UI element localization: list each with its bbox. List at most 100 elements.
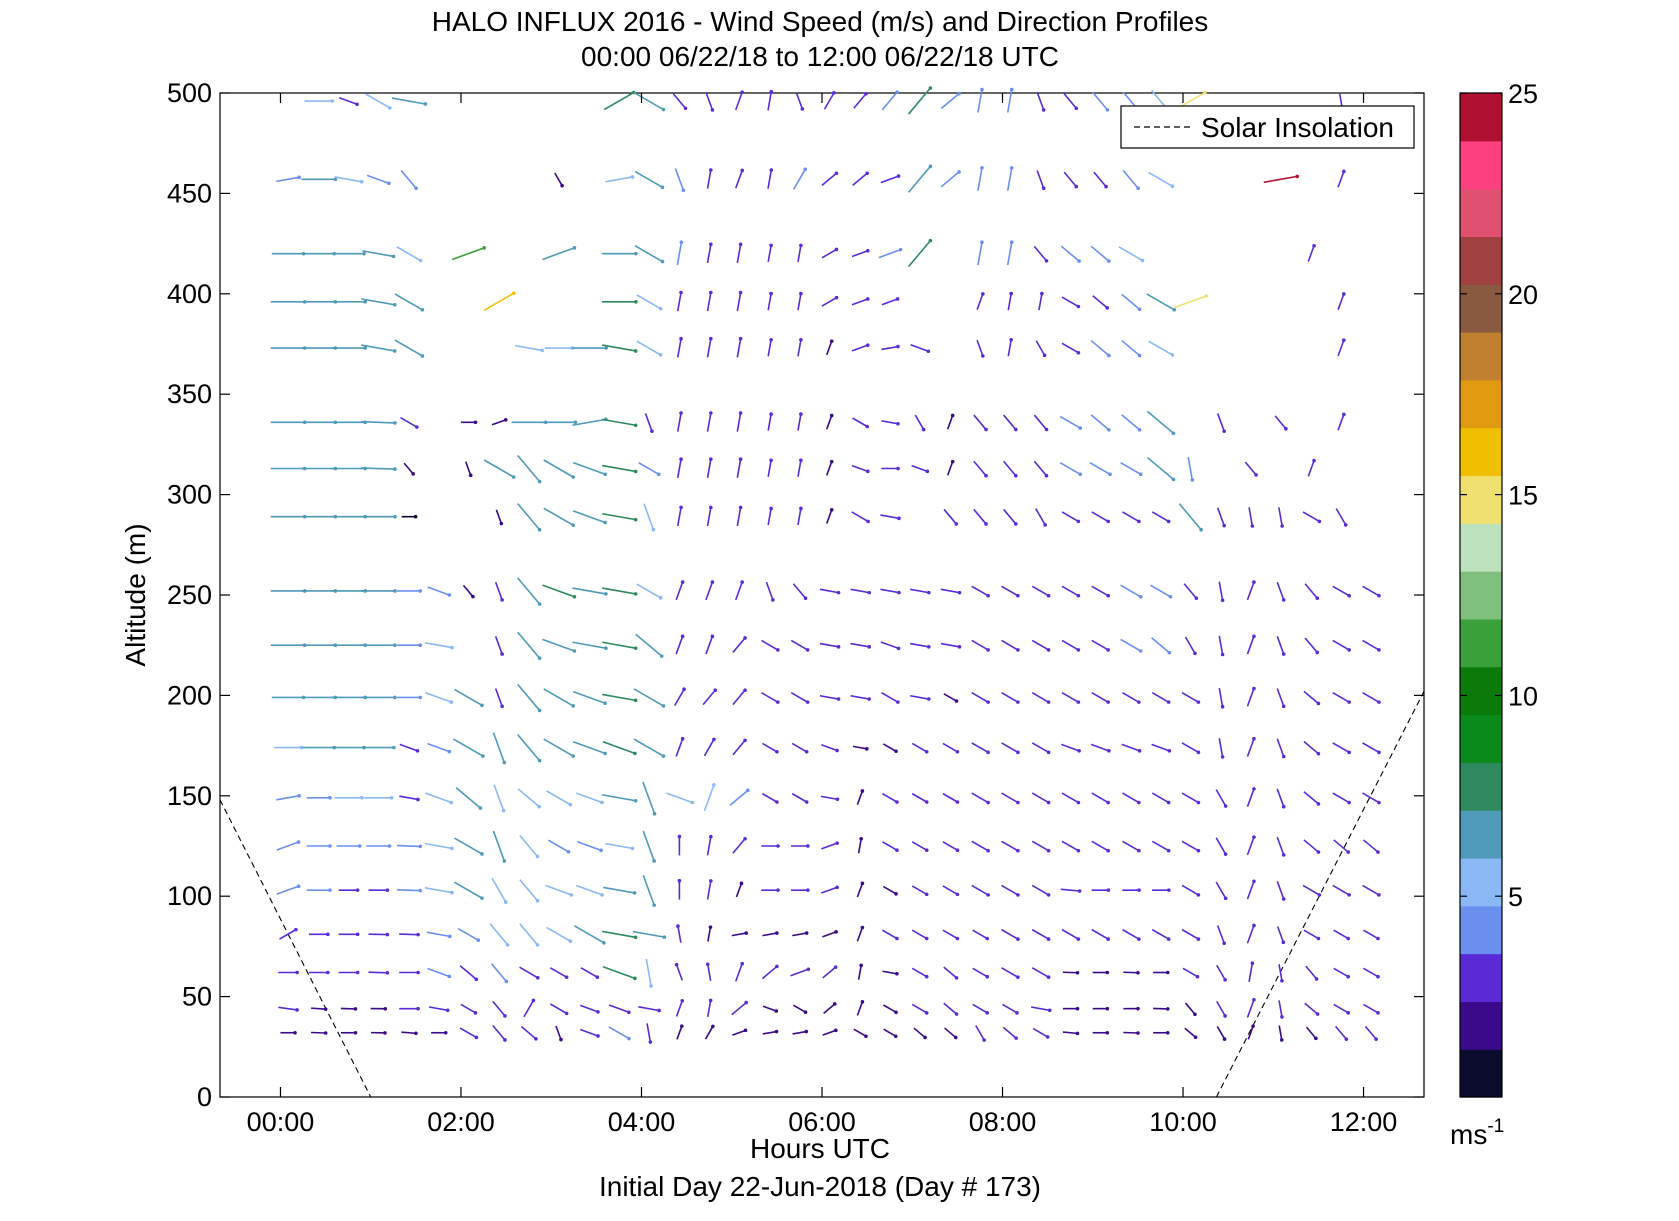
wind-vector-head <box>776 888 780 892</box>
wind-vector-head <box>538 528 542 532</box>
wind-vector-head <box>634 470 638 474</box>
wind-vector-head <box>1346 1011 1350 1015</box>
wind-vector-head <box>925 937 929 941</box>
wind-vector-head <box>393 696 397 700</box>
wind-vector-head <box>709 999 713 1003</box>
wind-vector-head <box>986 801 990 805</box>
wind-vector-head <box>803 167 807 171</box>
wind-vector-head <box>1137 700 1141 704</box>
wind-vector-head <box>652 903 656 907</box>
wind-vector-head <box>634 252 638 256</box>
wind-vector-head <box>1010 240 1014 244</box>
wind-vector-head <box>740 580 744 584</box>
wind-vector-head <box>1172 478 1176 482</box>
wind-vector-head <box>1107 354 1111 358</box>
wind-vector-head <box>1139 595 1143 599</box>
wind-vector-head <box>1342 413 1346 417</box>
wind-vector-head <box>1204 294 1208 298</box>
wind-vector-head <box>925 848 929 852</box>
wind-vector-head <box>540 349 544 353</box>
wind-vector-head <box>744 931 748 935</box>
wind-vector-head <box>634 423 638 427</box>
wind-vector-head <box>419 259 423 263</box>
wind-vector-head <box>769 412 773 416</box>
wind-vector-head <box>661 260 665 264</box>
wind-vector-head <box>471 595 475 599</box>
wind-vector-head <box>1347 751 1351 755</box>
colorbar-gradient <box>1460 93 1502 1098</box>
wind-vector-head <box>634 349 638 353</box>
wind-vector-head <box>1167 801 1171 805</box>
wind-vector-head <box>1347 594 1351 598</box>
wind-vector-head <box>836 797 840 801</box>
wind-vector-head <box>1014 522 1018 526</box>
wind-vector-head <box>500 652 504 656</box>
wind-vector-head <box>570 893 574 897</box>
wind-vector-head <box>866 297 870 301</box>
wind-vector-head <box>951 460 955 464</box>
wind-vector-head <box>1106 801 1110 805</box>
wind-vector-head <box>633 977 637 981</box>
wind-vector-head <box>859 964 863 968</box>
wind-vector-head <box>1010 166 1014 170</box>
y-tick-label: 50 <box>182 982 212 1012</box>
wind-vector-head <box>328 888 332 892</box>
wind-vector-head <box>805 931 809 935</box>
wind-vector-head <box>295 1008 299 1012</box>
colorbar-band <box>1460 619 1502 667</box>
wind-vector-head <box>986 751 990 755</box>
wind-vector-head <box>929 86 933 90</box>
wind-vector-head <box>711 1025 715 1029</box>
wind-vector-head <box>573 595 577 599</box>
wind-vector-shaft <box>341 1008 356 1009</box>
wind-vector-head <box>799 244 803 248</box>
wind-vector-head <box>536 899 540 903</box>
wind-vector-head <box>388 106 392 110</box>
wind-vector-head <box>1016 751 1020 755</box>
wind-vector-head <box>769 507 773 511</box>
wind-vector-head <box>1197 700 1201 704</box>
wind-vector-head <box>769 458 773 462</box>
wind-vector-head <box>631 175 635 179</box>
wind-vector-head <box>662 108 666 112</box>
wind-vector-head <box>929 239 933 243</box>
wind-vector-head <box>837 697 841 701</box>
wind-vector-head <box>1168 651 1172 655</box>
colorbar-band <box>1460 1049 1502 1097</box>
wind-vector-head <box>679 506 683 510</box>
wind-vector-head <box>1167 700 1171 704</box>
wind-vector-head <box>1076 1032 1080 1036</box>
wind-vector-head <box>711 108 715 112</box>
wind-vector-head <box>450 891 454 895</box>
wind-vector-head <box>1010 88 1014 92</box>
wind-vector-head <box>1295 175 1299 179</box>
wind-vector-head <box>662 704 666 708</box>
wind-vector-head <box>769 338 773 342</box>
wind-vector-head <box>1105 1031 1109 1035</box>
wind-vector-head <box>867 645 871 649</box>
wind-vector-head <box>1047 700 1051 704</box>
wind-vector-head <box>1016 594 1020 598</box>
wind-vector-head <box>448 935 452 939</box>
wind-vector-head <box>776 648 780 652</box>
y-axis-label: Altitude (m) <box>120 523 151 666</box>
wind-vector-head <box>633 891 637 895</box>
wind-vector-head <box>1138 749 1142 753</box>
wind-vector-head <box>1252 787 1256 791</box>
wind-vector-head <box>925 800 929 804</box>
wind-vector-head <box>691 801 695 805</box>
wind-vector-head <box>573 246 577 250</box>
wind-vector-head <box>775 800 779 804</box>
wind-vector-head <box>956 800 960 804</box>
wind-vector-head <box>634 300 638 304</box>
wind-vector-head <box>1136 186 1140 190</box>
wind-vector-head <box>358 844 362 848</box>
colorbar-tick-label: 20 <box>1508 280 1538 310</box>
wind-vector-head <box>682 188 686 192</box>
wind-vector-head <box>1167 937 1171 941</box>
wind-vector-head <box>804 596 808 600</box>
wind-vector-head <box>709 506 713 510</box>
wind-vector-head <box>709 168 713 172</box>
wind-vector-head <box>1047 801 1051 805</box>
